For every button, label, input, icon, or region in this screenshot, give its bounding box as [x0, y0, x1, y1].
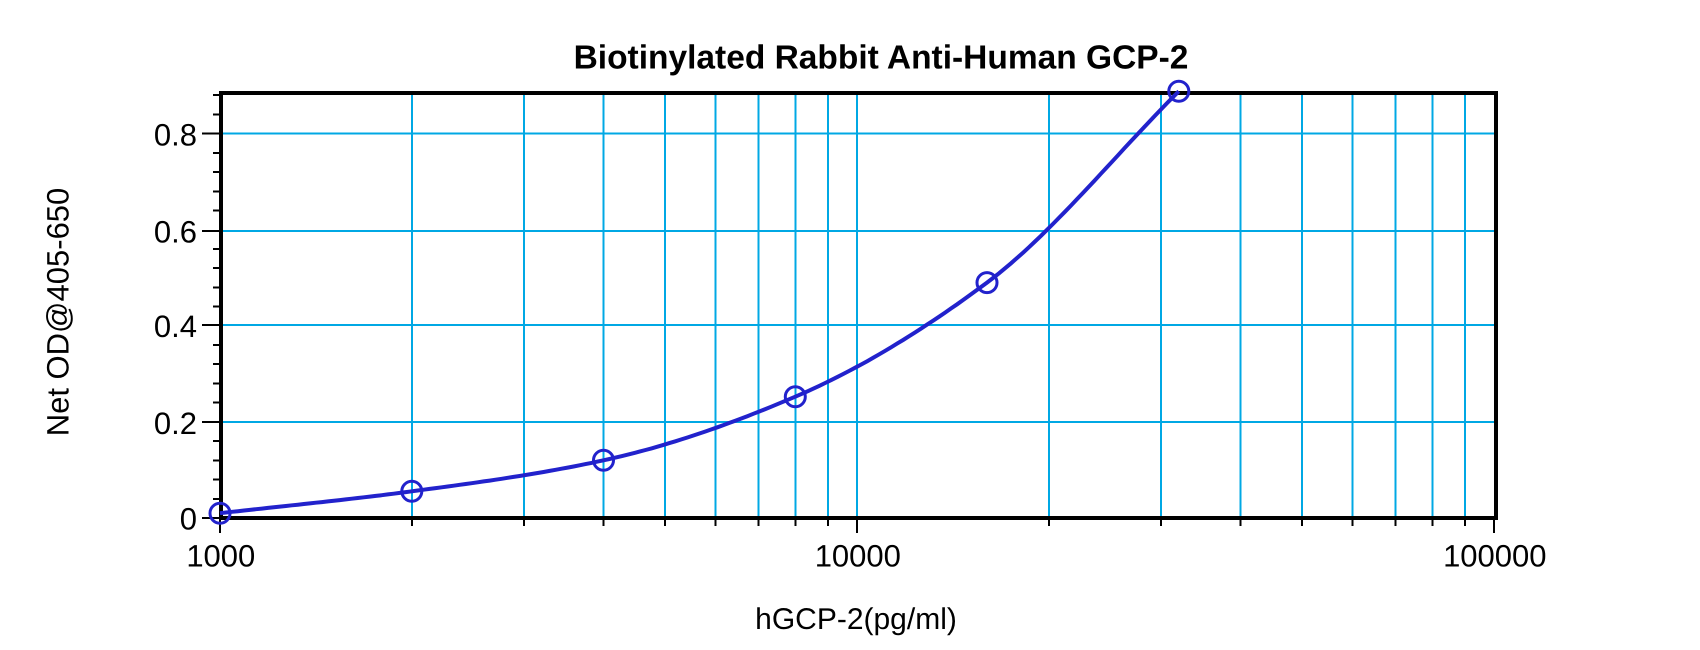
svg-text:Biotinylated Rabbit Anti-Human: Biotinylated Rabbit Anti-Human GCP-2: [574, 40, 1189, 77]
svg-text:1000: 1000: [186, 539, 255, 574]
svg-text:hGCP-2(pg/ml): hGCP-2(pg/ml): [755, 603, 957, 636]
svg-text:0: 0: [180, 502, 197, 537]
svg-text:0.2: 0.2: [154, 406, 197, 441]
svg-text:Net OD@405-650: Net OD@405-650: [41, 188, 76, 437]
svg-text:100000: 100000: [1443, 539, 1546, 574]
svg-text:10000: 10000: [815, 539, 901, 574]
svg-text:0.4: 0.4: [154, 309, 197, 344]
svg-text:0.8: 0.8: [154, 117, 197, 152]
svg-text:0.6: 0.6: [154, 215, 197, 250]
